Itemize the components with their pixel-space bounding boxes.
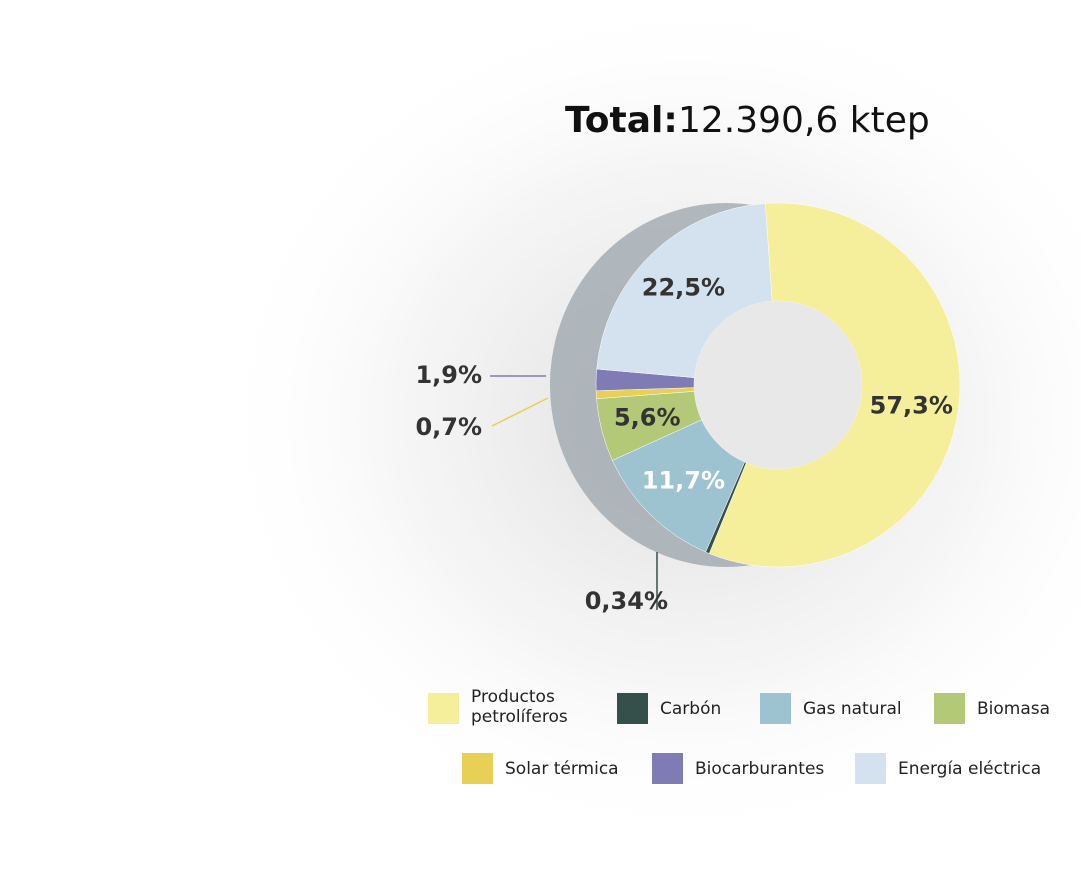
legend-swatch [428, 693, 459, 724]
chart-title: Total: [565, 100, 678, 141]
legend-label: Carbón [660, 699, 721, 719]
legend-swatch [462, 753, 493, 784]
legend-swatch [760, 693, 791, 724]
legend-swatch [617, 693, 648, 724]
legend-swatch [855, 753, 886, 784]
value-label: 11,7% [642, 466, 725, 494]
legend-label: Productos petrolíferos [471, 687, 568, 727]
value-label: 57,3% [870, 391, 953, 419]
legend: Productos petrolíferos Carbón Gas natural B… [428, 687, 1050, 784]
donut-hole [694, 301, 862, 469]
value-label: 22,5% [642, 274, 725, 302]
value-label: 0,7% [415, 413, 482, 441]
legend-label: Gas natural [803, 699, 902, 719]
value-label: 5,6% [614, 404, 681, 432]
value-label: 0,34% [585, 587, 668, 615]
legend-label: Solar térmica [505, 759, 619, 779]
legend-label: Biocarburantes [695, 759, 824, 779]
leader-line [491, 397, 549, 427]
value-label: 1,9% [415, 361, 482, 389]
legend-swatch [652, 753, 683, 784]
legend-swatch [934, 693, 965, 724]
chart-total: 12.390,6 ktep [678, 100, 930, 141]
donut: 57,3% 0,34% 11,7% 5,6% 0,7% 1,9% 22,5% [415, 202, 961, 615]
legend-label: Energía eléctrica [898, 759, 1041, 779]
legend-label: Biomasa [977, 699, 1050, 719]
